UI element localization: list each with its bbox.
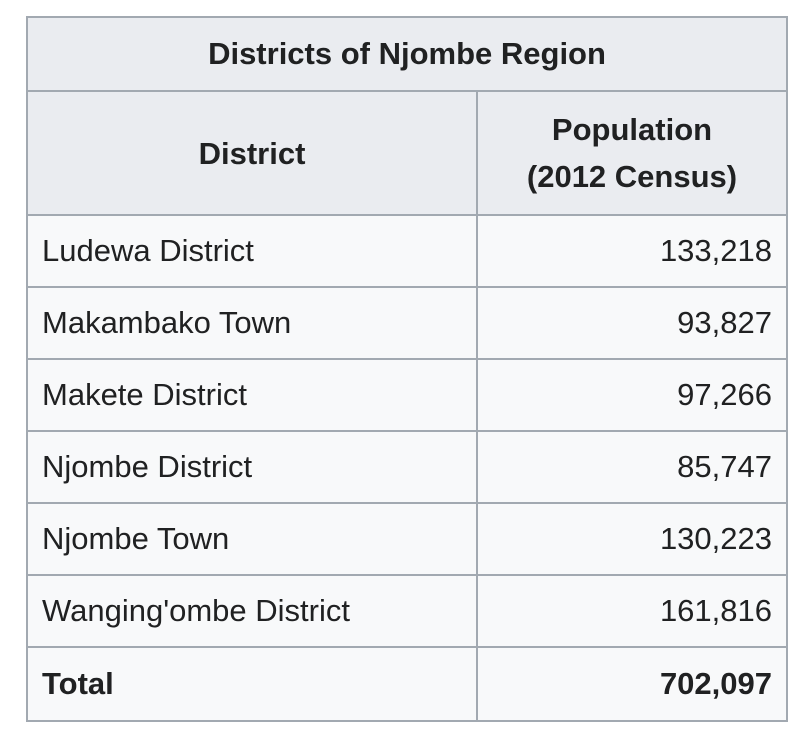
population-cell: 130,223 <box>476 502 788 576</box>
table-row: Ludewa District 133,218 <box>26 214 788 288</box>
districts-table: Districts of Njombe Region District Popu… <box>26 16 788 722</box>
population-cell: 85,747 <box>476 430 788 504</box>
caption-row: Districts of Njombe Region <box>26 16 788 92</box>
district-header: District <box>26 90 478 216</box>
table-row: Njombe Town 130,223 <box>26 502 788 576</box>
district-name-cell: Ludewa District <box>26 214 478 288</box>
population-header-line2: (2012 Census) <box>526 159 738 194</box>
population-header-line1: Population <box>551 112 713 147</box>
population-cell: 93,827 <box>476 286 788 360</box>
district-name-cell: Wanging'ombe District <box>26 574 478 648</box>
total-label: Total <box>26 646 478 722</box>
district-name-cell: Makete District <box>26 358 478 432</box>
population-cell: 161,816 <box>476 574 788 648</box>
population-cell: 97,266 <box>476 358 788 432</box>
total-row: Total 702,097 <box>26 646 788 722</box>
population-header: Population (2012 Census) <box>476 90 788 216</box>
table-row: Wanging'ombe District 161,816 <box>26 574 788 648</box>
population-cell: 133,218 <box>476 214 788 288</box>
table-row: Makete District 97,266 <box>26 358 788 432</box>
header-row: District Population (2012 Census) <box>26 90 788 216</box>
total-population: 702,097 <box>476 646 788 722</box>
table-row: Makambako Town 93,827 <box>26 286 788 360</box>
district-name-cell: Njombe Town <box>26 502 478 576</box>
district-name-cell: Makambako Town <box>26 286 478 360</box>
table-row: Njombe District 85,747 <box>26 430 788 504</box>
district-name-cell: Njombe District <box>26 430 478 504</box>
table-caption: Districts of Njombe Region <box>26 16 788 92</box>
table-container: Districts of Njombe Region District Popu… <box>26 16 788 722</box>
